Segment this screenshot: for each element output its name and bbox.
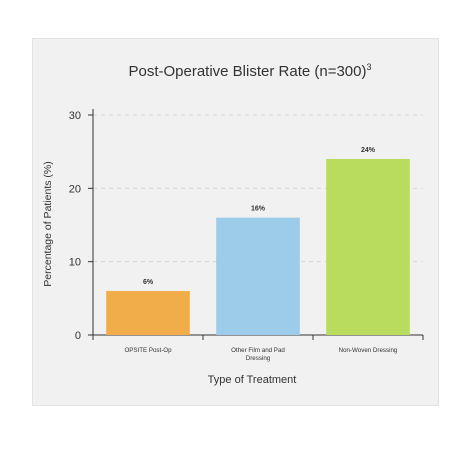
category-label: OPSITE Post-Op <box>124 347 172 354</box>
chart-title: Post-Operative Blister Rate (n=300)3 <box>128 62 371 80</box>
y-ticks: 0 10 20 30 <box>69 110 93 342</box>
bar <box>216 217 300 335</box>
bar <box>326 159 410 335</box>
y-tick-label: 20 <box>69 183 81 195</box>
y-tick-label: 0 <box>75 330 81 342</box>
data-label: 6% <box>143 279 154 286</box>
category-label: Other Film and Pad <box>231 347 285 354</box>
y-tick-label: 10 <box>69 257 81 269</box>
x-axis-label: Type of Treatment <box>208 374 297 386</box>
data-label: 16% <box>251 206 266 213</box>
y-axis-label: Percentage of Patients (%) <box>42 161 54 286</box>
bars: 6% 16% 24% <box>106 147 410 335</box>
category-label: Dressing <box>246 355 271 362</box>
bar <box>106 291 190 335</box>
y-tick-label: 30 <box>69 110 81 122</box>
category-label: Non-Woven Dressing <box>339 347 398 354</box>
chart-card: Post-Operative Blister Rate (n=300)3 0 10… <box>32 38 439 406</box>
bar-chart: Post-Operative Blister Rate (n=300)3 0 10… <box>42 62 424 386</box>
data-label: 24% <box>361 147 376 154</box>
category-labels: OPSITE Post-Op Other Film and PadDressing… <box>92 335 424 362</box>
